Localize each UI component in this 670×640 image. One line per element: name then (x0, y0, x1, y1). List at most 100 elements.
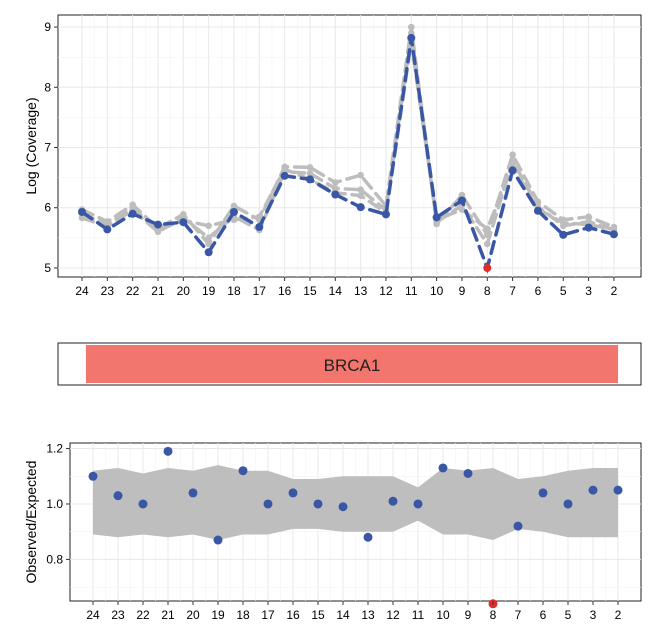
coverage-x-tick-label: 14 (329, 284, 343, 298)
ratio-band (93, 465, 618, 541)
coverage-y-tick-label: 7 (44, 141, 51, 155)
ratio-x-tick-label: 8 (490, 608, 497, 622)
coverage-ref-point (281, 165, 288, 173)
coverage-x-tick-label: 15 (303, 284, 317, 298)
ratio-x-tick-label: 2 (615, 608, 622, 622)
coverage-sample-point (457, 196, 466, 205)
ratio-point (513, 521, 523, 531)
ratio-x-tick-label: 11 (412, 608, 425, 622)
coverage-x-tick-label: 10 (430, 284, 444, 298)
ratio-point (163, 446, 173, 456)
ratio-x-tick-label: 9 (465, 608, 472, 622)
coverage-sample-point (153, 220, 162, 229)
ratio-point (438, 463, 448, 473)
coverage-sample-point (128, 209, 137, 218)
coverage-x-tick-label: 13 (354, 284, 368, 298)
coverage-x-tick-label: 22 (126, 284, 140, 298)
coverage-y-ticks: 5 6 7 8 9 (44, 20, 58, 275)
coverage-y-tick-label: 9 (44, 20, 51, 34)
ratio-x-tick-label: 18 (236, 608, 250, 622)
coverage-y-tick-label: 6 (44, 201, 51, 215)
coverage-series-line-sample (80, 37, 616, 274)
ratio-point (338, 502, 348, 512)
ratio-x-tick-label: 3 (590, 608, 597, 622)
coverage-sample-point (280, 171, 289, 180)
ratio-x-tick-label: 22 (136, 608, 150, 622)
coverage-x-tick-label: 24 (75, 284, 89, 298)
ratio-x-tick-label: 10 (436, 608, 450, 622)
coverage-sample-point (584, 223, 593, 232)
gene-bar (86, 345, 618, 383)
ratio-x-tick-label: 21 (161, 608, 175, 622)
coverage-x-tick-label: 20 (177, 284, 191, 298)
gene-panel: BRCA1 (57, 342, 642, 386)
ratio-x-tick-label: 24 (86, 608, 100, 622)
coverage-ref-point (306, 170, 314, 177)
coverage-x-tick-label: 5 (560, 284, 567, 298)
coverage-sample-point (407, 33, 416, 42)
ratio-point (238, 466, 248, 476)
coverage-ref-point (407, 23, 415, 31)
coverage-ref-point (230, 216, 238, 224)
coverage-x-tick-label: 23 (101, 284, 115, 298)
ratio-expected-band (93, 465, 618, 541)
coverage-sample-point (559, 230, 568, 239)
coverage-sample-point (229, 207, 238, 216)
ratio-point (463, 468, 473, 478)
coverage-x-tick-label: 8 (484, 284, 491, 298)
ratio-x-tick-label: 7 (515, 608, 522, 622)
coverage-ref-point (509, 151, 516, 159)
coverage-sample-point (305, 175, 314, 184)
ratio-x-tick-label: 5 (565, 608, 572, 622)
coverage-ref-point (458, 206, 466, 213)
ratio-point (363, 532, 373, 542)
coverage-x-tick-label: 19 (202, 284, 216, 298)
ratio-point (88, 471, 98, 481)
coverage-x-tick-label: 3 (585, 284, 592, 298)
ratio-y-tick-label: 0.8 (46, 552, 63, 566)
coverage-ref-point (357, 192, 364, 199)
coverage-x-tick-label: 17 (253, 284, 267, 298)
coverage-ref-point (306, 164, 314, 171)
ratio-point (613, 485, 623, 495)
coverage-ref-point (129, 204, 136, 212)
ratio-x-tick-label: 23 (111, 608, 125, 622)
coverage-ref-point (256, 213, 263, 221)
coverage-sample-point (255, 223, 264, 232)
ratio-x-tick-label: 17 (261, 608, 275, 622)
coverage-ref-point (154, 226, 162, 234)
ratio-point (588, 485, 598, 495)
coverage-points (78, 33, 618, 274)
coverage-outlier-point (483, 263, 492, 272)
ratio-point (138, 499, 148, 509)
coverage-x-tick-label: 11 (405, 284, 418, 298)
coverage-sample-point (179, 218, 188, 227)
coverage-ref-point (509, 157, 516, 165)
coverage-ref-point (483, 225, 491, 233)
coverage-y-tick-label: 5 (44, 261, 51, 275)
coverage-sample-point (103, 225, 112, 234)
ratio-y-tick-label: 1.0 (46, 497, 63, 511)
coverage-ref-point (205, 222, 212, 230)
ratio-point (263, 499, 273, 509)
coverage-y-tick-label: 8 (44, 80, 51, 94)
ratio-y-axis-label: Observed/Expected (23, 461, 39, 584)
coverage-ref-point (357, 186, 364, 193)
coverage-ref-point (205, 234, 212, 242)
ratio-x-tick-label: 20 (186, 608, 200, 622)
ratio-y-tick-label: 1.2 (46, 442, 63, 456)
ratio-point (563, 499, 573, 509)
coverage-series-line-ref3 (80, 41, 616, 233)
coverage-sample-point (78, 207, 86, 216)
coverage-ref-point (559, 219, 567, 227)
ratio-x-tick-label: 12 (386, 608, 400, 622)
coverage-ref-point (230, 202, 238, 210)
coverage-sample-point (432, 213, 441, 222)
coverage-ref-point (205, 240, 212, 248)
ratio-x-tick-label: 13 (361, 608, 375, 622)
coverage-ref-point (483, 240, 491, 248)
coverage-sample-point (356, 203, 365, 212)
coverage-x-tick-label: 2 (611, 284, 618, 298)
